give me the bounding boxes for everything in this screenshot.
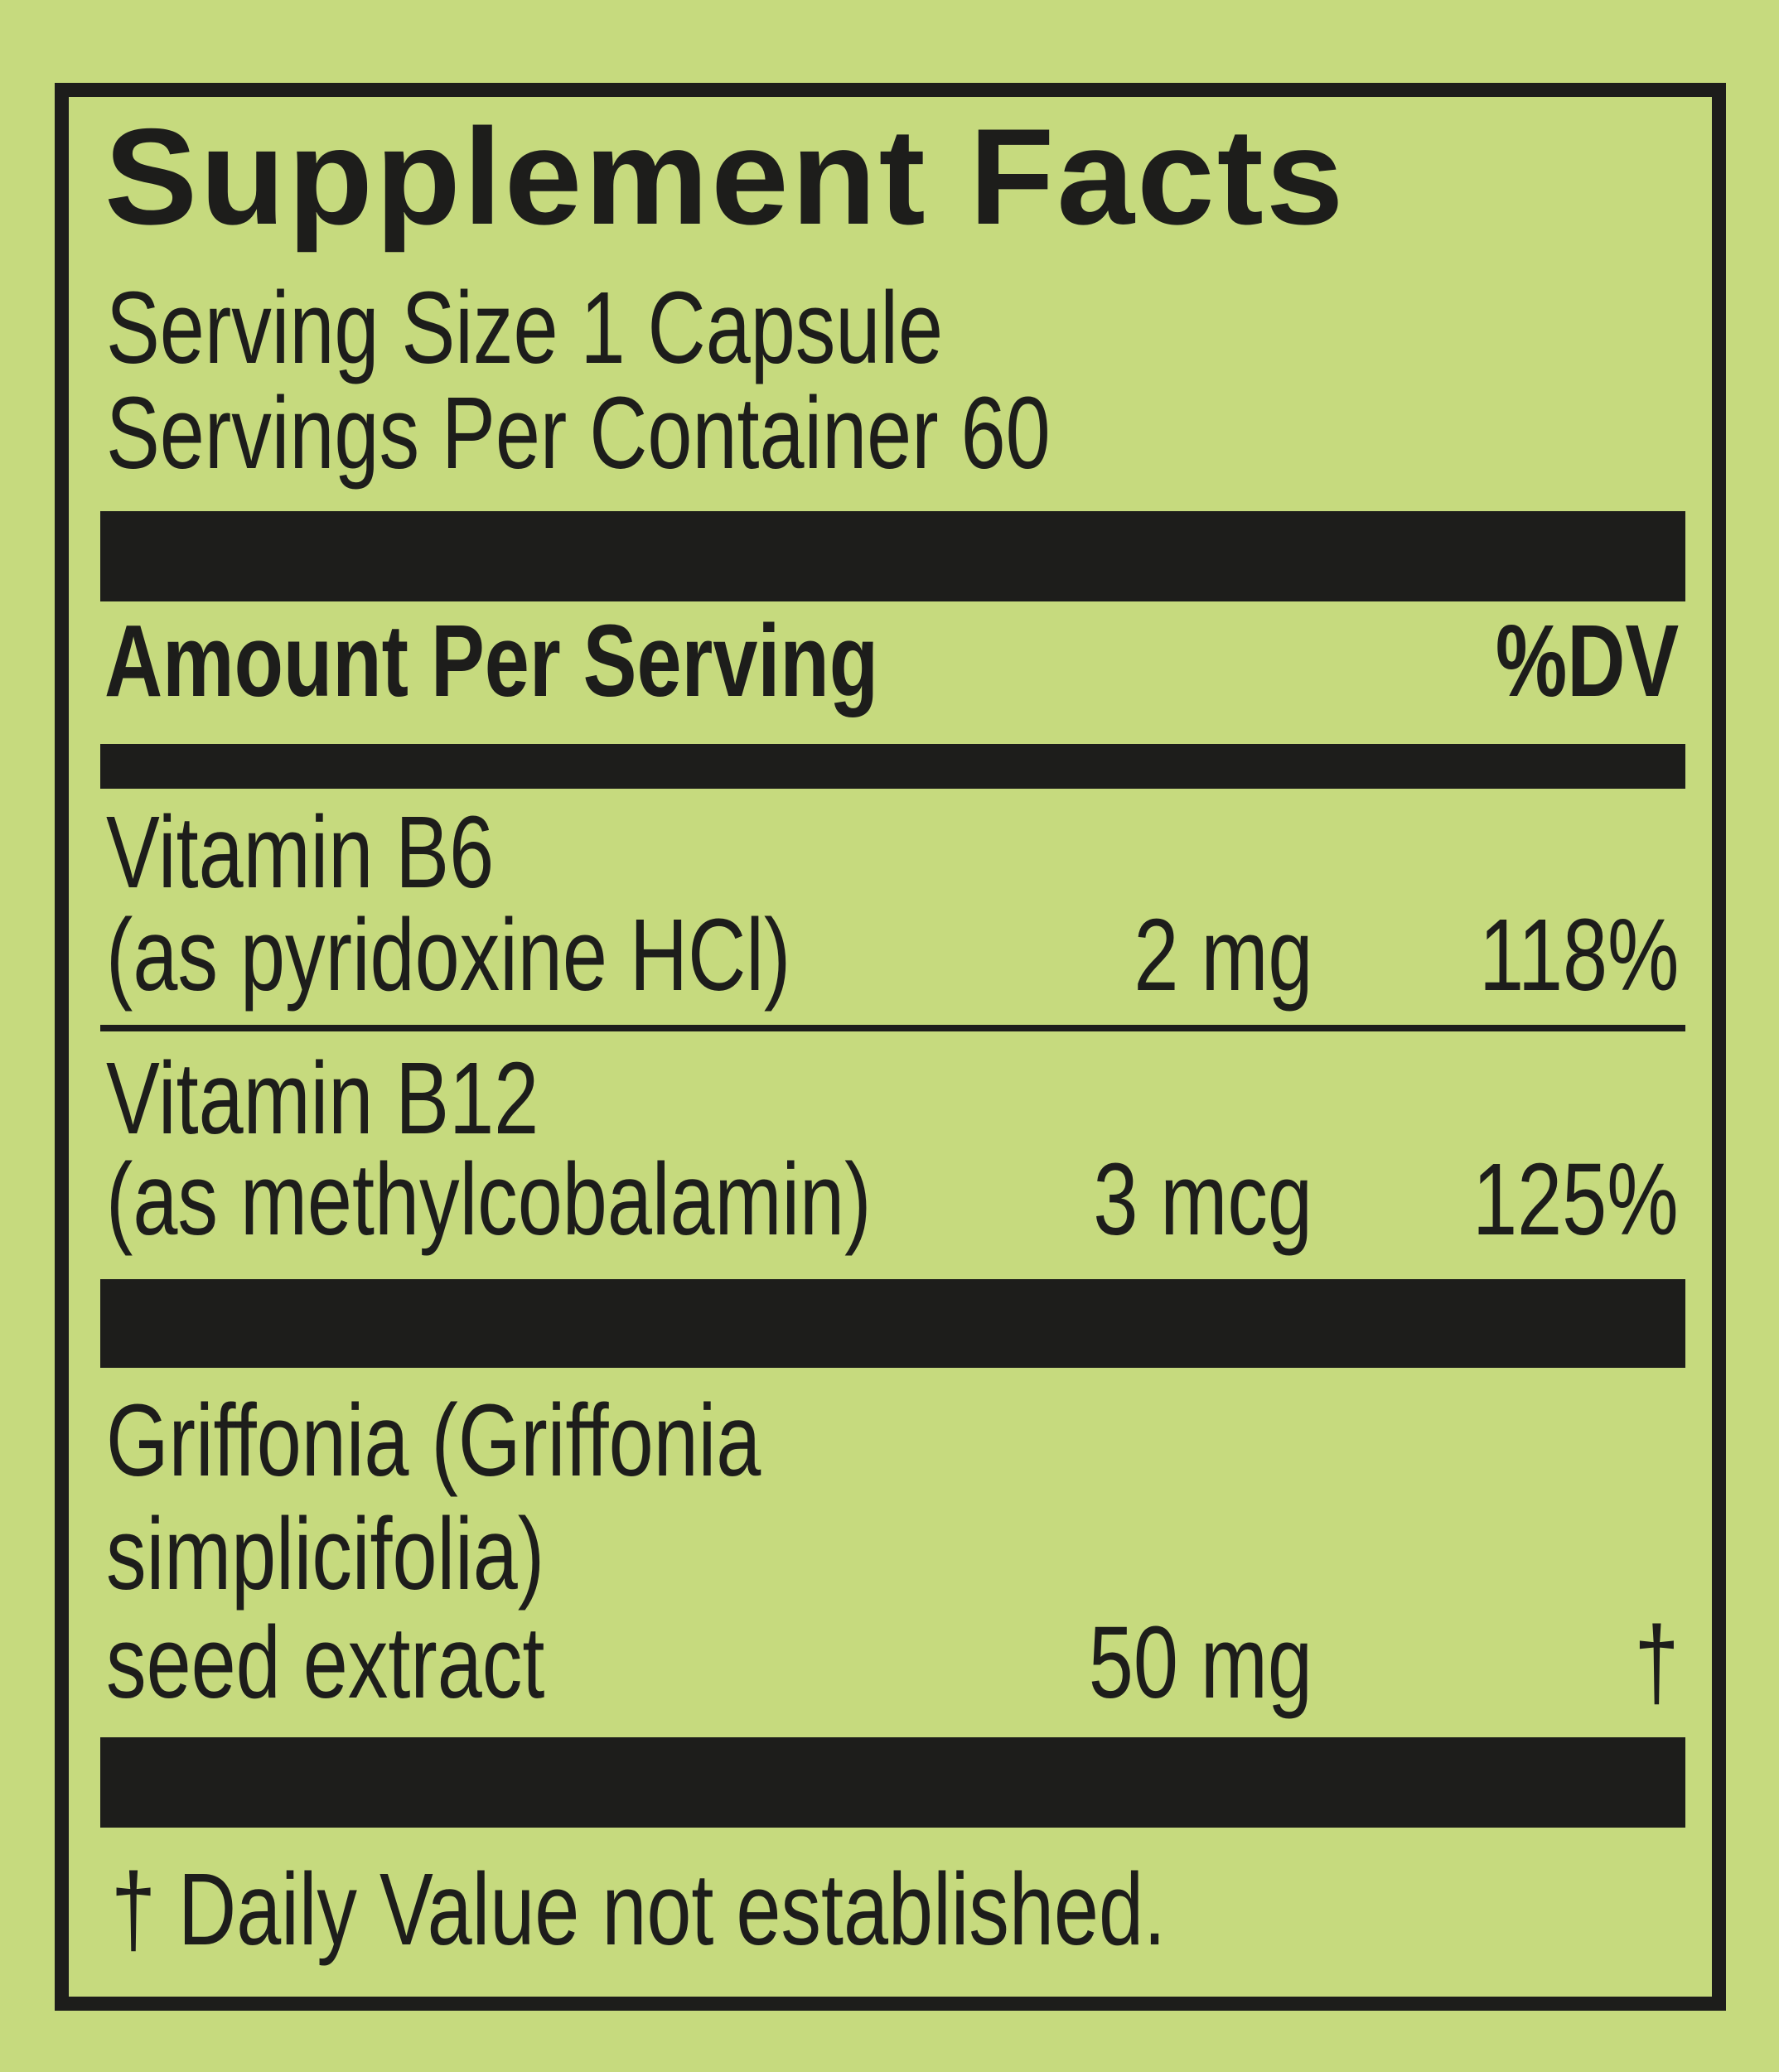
nutrient-form: (as pyridoxine HCl) [106,899,791,1012]
ingredient-name: Griffonia (Griffonia [106,1384,761,1498]
serving-size: Serving Size 1 Capsule [106,272,944,385]
nutrient-amount: 3 mcg [1093,1143,1312,1257]
nutrient-dv: 118% [1478,899,1679,1012]
label-border [55,83,1726,2011]
divider-thick [100,511,1685,601]
divider-thin [100,1025,1685,1031]
nutrient-name: Vitamin B12 [106,1042,539,1156]
dv-header: %DV [1495,605,1679,718]
ingredient-dv: † [1633,1606,1679,1720]
divider-medium [100,744,1685,789]
nutrient-form: (as methylcobalamin) [106,1143,872,1257]
ingredient-part: seed extract [106,1606,545,1720]
nutrient-dv: 125% [1472,1143,1679,1257]
amount-per-serving-header: Amount Per Serving [104,605,879,718]
ingredient-name-cont: simplicifolia) [106,1498,545,1611]
divider-thick [100,1279,1685,1368]
footnote: † Daily Value not established. [111,1853,1166,1967]
servings-per-container: Servings Per Container 60 [106,377,1051,490]
ingredient-amount: 50 mg [1088,1606,1312,1720]
divider-thick [100,1737,1685,1828]
nutrient-name: Vitamin B6 [106,796,495,910]
label-title: Supplement Facts [104,100,1346,253]
nutrient-amount: 2 mg [1133,899,1312,1012]
